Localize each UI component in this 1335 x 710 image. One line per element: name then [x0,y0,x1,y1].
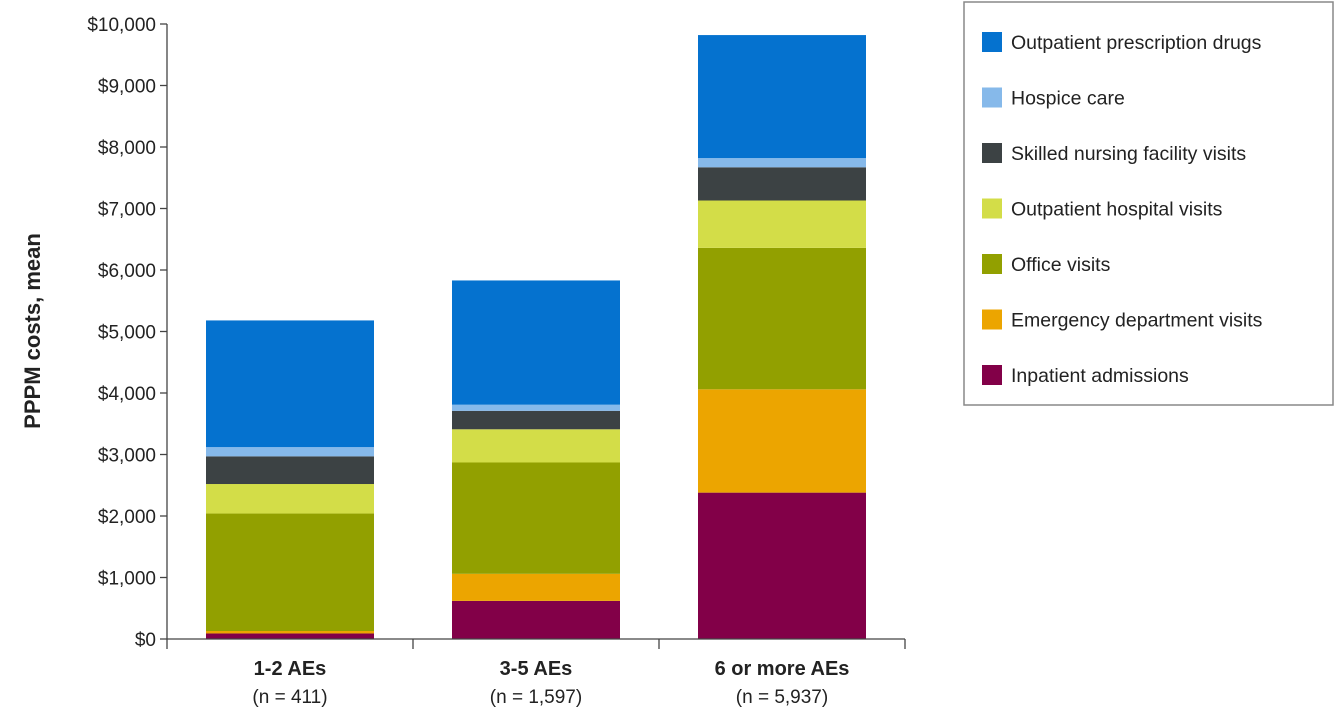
x-category-sublabel: (n = 1,597) [490,687,582,708]
y-ticks: $0 $1,000 $2,000 $3,000 $4,000 $5,000 $6,000 $7… [87,15,167,651]
bar-segment [206,484,374,514]
y-tick-label: $8,000 [98,138,156,159]
legend-label: Outpatient prescription drugs [1011,32,1262,54]
bar-segment [452,462,620,574]
bar-segment [452,600,620,639]
legend-box [963,1,1334,406]
bar-segment [206,447,374,457]
legend-swatch [982,143,1002,163]
bar-segment [206,631,374,634]
legend-swatch [982,309,1002,330]
legend-label: Outpatient hospital visits [1011,199,1223,221]
x-category-sublabel: (n = 411) [252,687,327,708]
y-tick-label: $9,000 [98,77,156,98]
y-tick-label: $2,000 [98,507,156,528]
bar-segment [698,200,866,248]
bar-segment [698,167,866,201]
bar-segment [698,247,866,390]
x-category-sublabel: (n = 5,937) [736,687,828,708]
bar-segment [698,158,866,168]
bar-segment [206,456,374,485]
x-category-label: 6 or more AEs [715,658,850,680]
y-tick-label: $0 [135,630,156,651]
bar-segment [452,410,620,430]
legend-swatch [982,254,1002,274]
bar-segment [698,389,866,493]
x-ticks: 1-2 AEs (n = 411) 3-5 AEs (n = 1,597) 6 or m… [166,639,906,708]
bar-segment [452,573,620,601]
y-tick-label: $7,000 [98,200,156,221]
bar-segment [206,513,374,632]
legend-label: Office visits [1011,254,1111,276]
bar-segment [698,492,866,639]
bar-segment [452,429,620,463]
y-tick-label: $5,000 [98,323,156,344]
x-category-label: 1-2 AEs [254,658,327,680]
bars-layer [206,35,866,639]
legend-label: Emergency department visits [1011,310,1263,332]
legend-swatch [982,198,1002,219]
legend-swatch [982,32,1002,52]
y-tick-label: $4,000 [98,384,156,405]
legend: Outpatient prescription drugs Hospice car… [963,1,1334,406]
bar-segment [206,320,374,448]
legend-swatch [982,87,1002,108]
bar-segment [206,633,374,639]
legend-label: Skilled nursing facility visits [1011,143,1246,165]
bar-segment [452,280,620,405]
y-tick-label: $1,000 [98,569,156,590]
x-category-label: 3-5 AEs [500,658,573,680]
y-tick-label: $10,000 [87,15,156,36]
bar-segment [452,404,620,411]
legend-swatch [982,365,1002,385]
legend-label: Inpatient admissions [1011,365,1189,387]
y-tick-label: $3,000 [98,446,156,467]
legend-label: Hospice care [1011,88,1125,110]
bar-segment [698,35,866,159]
y-tick-label: $6,000 [98,261,156,282]
y-axis-label: PPPM costs, mean [20,233,45,429]
